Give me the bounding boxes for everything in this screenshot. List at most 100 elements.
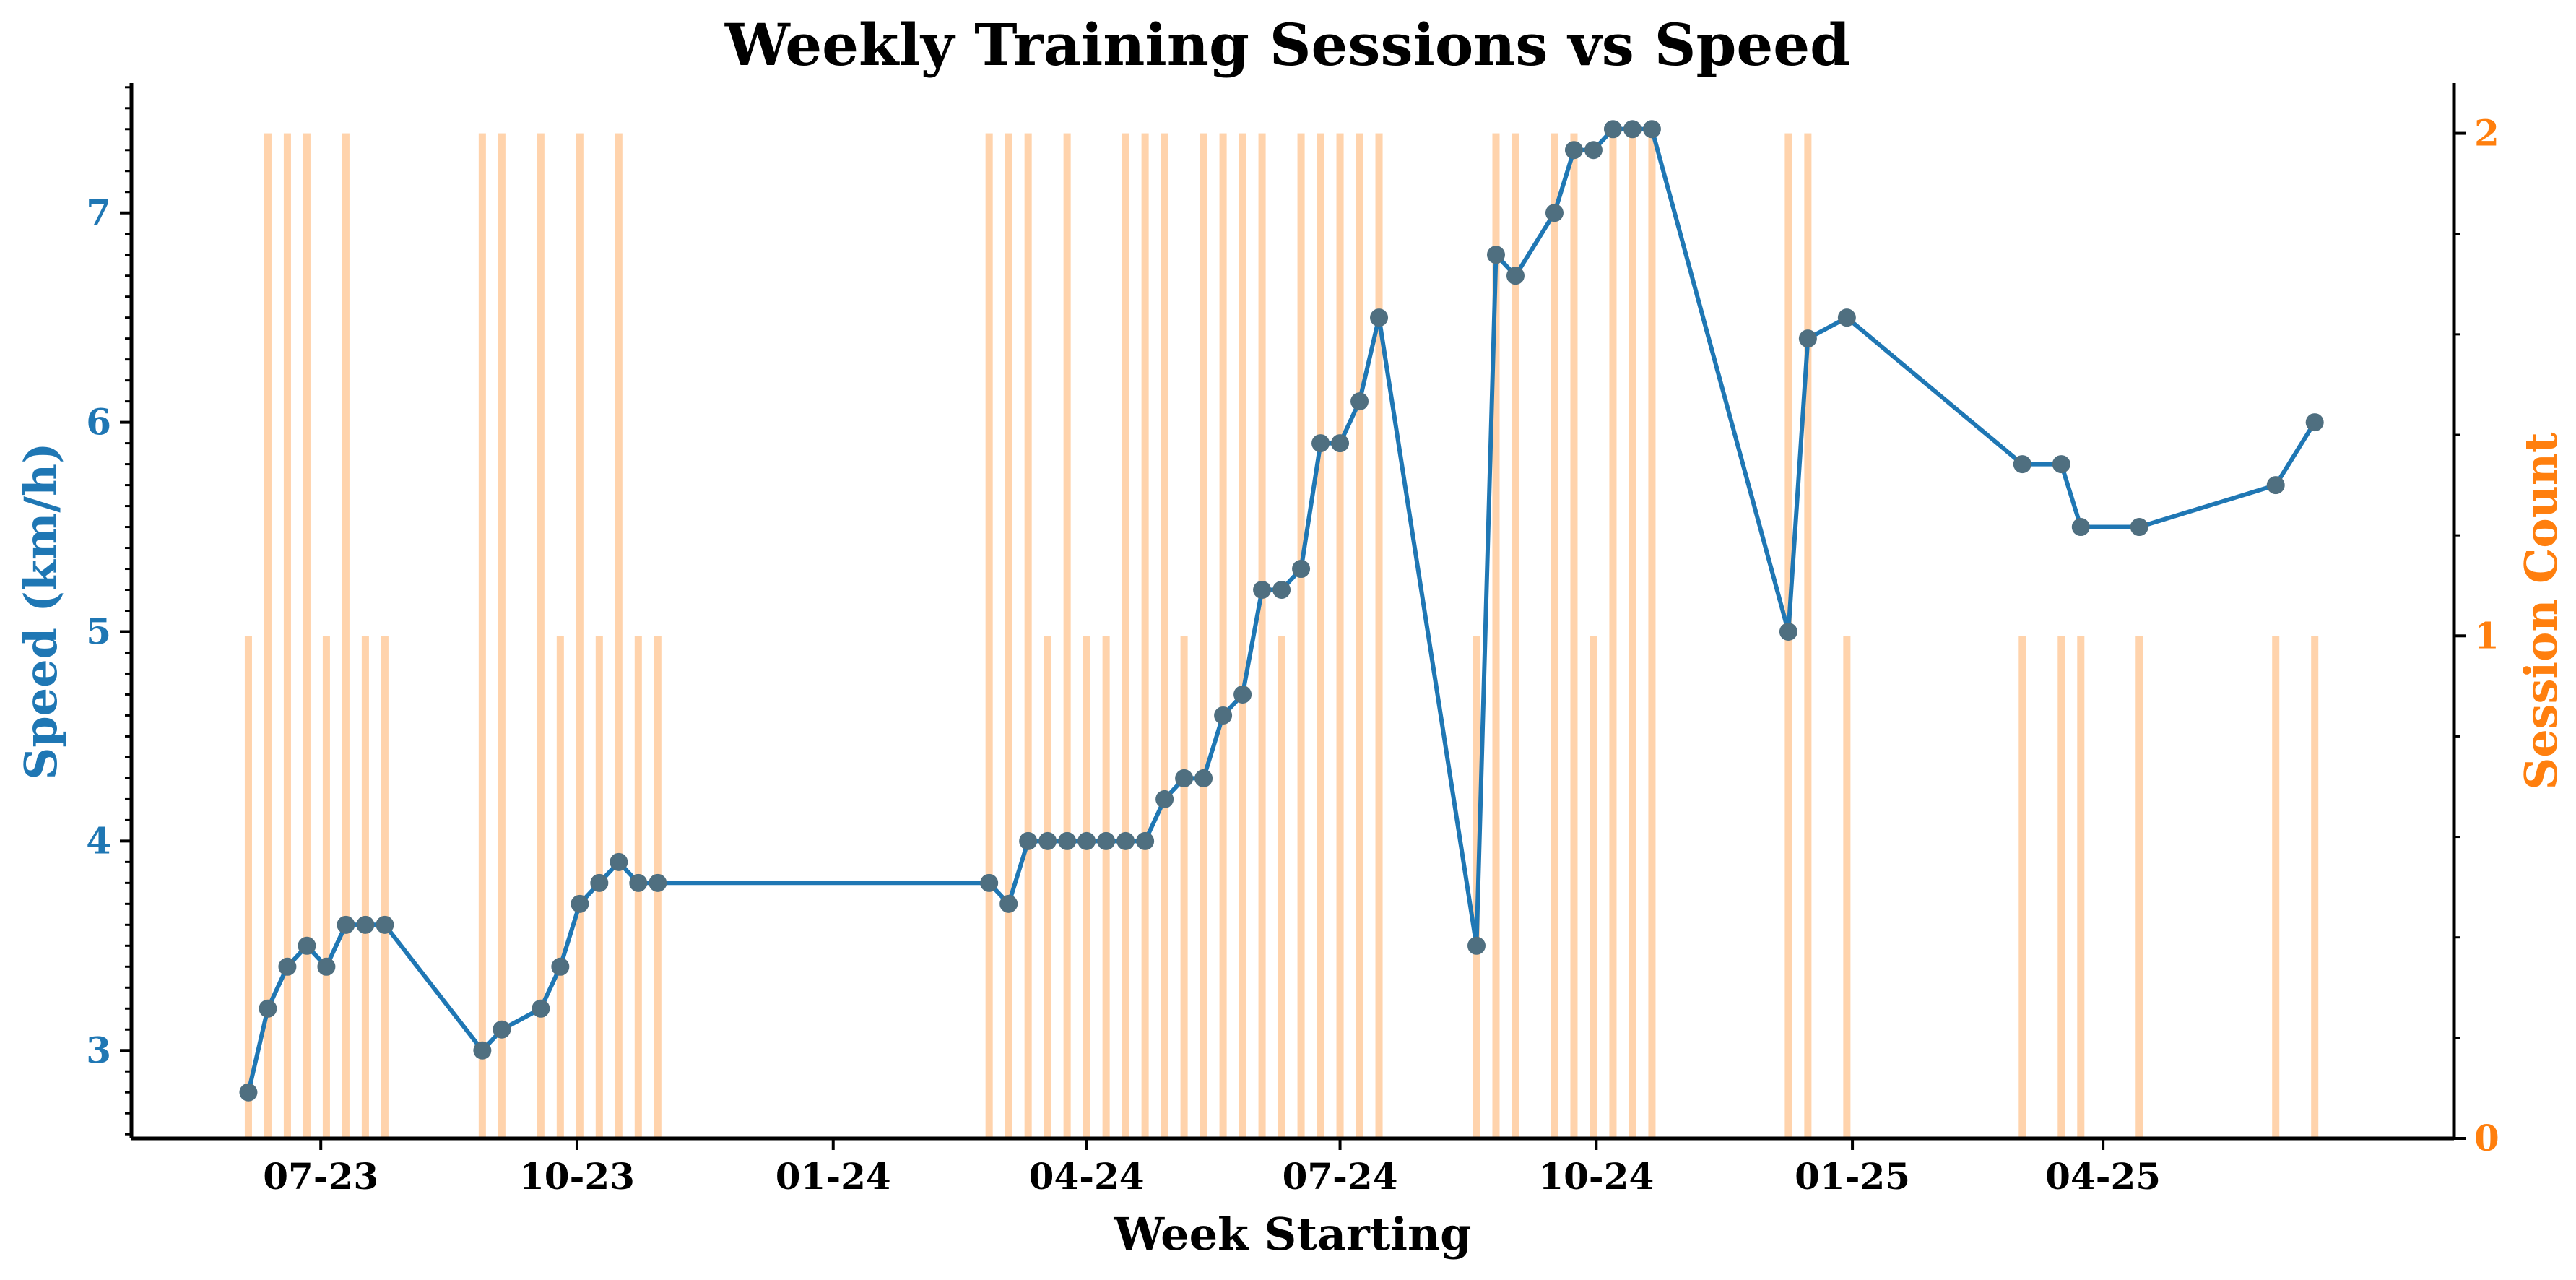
x-tick-label: 01-25 — [1795, 1155, 1910, 1198]
session-bar — [2057, 636, 2065, 1138]
speed-point — [1779, 622, 1797, 641]
speed-point — [376, 915, 394, 934]
speed-point — [610, 852, 628, 871]
session-bar — [537, 133, 545, 1139]
x-tick-label: 04-24 — [1029, 1155, 1145, 1198]
session-bar — [1317, 133, 1324, 1139]
speed-point — [337, 915, 355, 934]
left-tick-label: 6 — [86, 401, 111, 444]
speed-point — [2071, 518, 2090, 537]
session-bar — [1336, 133, 1344, 1139]
speed-point — [571, 894, 589, 913]
session-bar — [1083, 636, 1090, 1138]
speed-point — [1564, 141, 1583, 160]
right-axis-ticks: 0 1 2 — [2454, 112, 2499, 1159]
session-bar — [1024, 133, 1032, 1139]
x-tick-label: 01-24 — [776, 1155, 891, 1198]
speed-point — [1253, 581, 1272, 600]
right-tick-label: 0 — [2474, 1117, 2499, 1159]
left-tick-label: 3 — [86, 1029, 111, 1071]
speed-point — [1642, 120, 1661, 139]
speed-point — [649, 873, 667, 892]
session-bar — [576, 133, 584, 1139]
right-tick-label: 2 — [2474, 112, 2499, 155]
session-bar — [1161, 133, 1168, 1139]
x-axis-ticks: 07-23 10-23 01-24 04-24 07-24 10-24 01-25 04-25 — [263, 1138, 2161, 1198]
speed-point — [493, 1020, 511, 1039]
x-axis-label: Week Starting — [1114, 1208, 1472, 1260]
session-bar — [1648, 133, 1656, 1139]
session-bar — [1570, 133, 1578, 1139]
speed-point — [1350, 392, 1369, 411]
session-bar — [2018, 636, 2026, 1138]
right-tick-label: 1 — [2474, 614, 2499, 657]
speed-point — [1214, 706, 1233, 725]
speed-point — [2052, 455, 2070, 474]
speed-point — [298, 936, 316, 955]
left-tick-label: 7 — [86, 191, 111, 234]
left-tick-label: 4 — [86, 819, 111, 862]
session-bar — [2311, 636, 2319, 1138]
session-bar — [1200, 133, 1207, 1139]
session-bar — [1551, 133, 1558, 1139]
session-bar — [2272, 636, 2280, 1138]
session-bar — [1356, 133, 1363, 1139]
session-bar — [1492, 133, 1500, 1139]
session-bar — [1804, 133, 1812, 1139]
session-bar — [1219, 133, 1227, 1139]
speed-point — [317, 957, 336, 976]
speed-point — [2305, 413, 2324, 432]
session-bar — [1375, 133, 1383, 1139]
session-bar — [985, 133, 993, 1139]
session-bar — [322, 636, 330, 1138]
session-bar — [1609, 133, 1617, 1139]
session-bar — [1843, 636, 1851, 1138]
speed-point — [1097, 831, 1116, 850]
speed-point — [1194, 769, 1213, 787]
speed-point — [356, 915, 375, 934]
right-axis-label: Session Count — [2515, 432, 2567, 790]
speed-point — [532, 999, 550, 1018]
session-bar — [1141, 133, 1149, 1139]
speed-point — [278, 957, 297, 976]
x-tick-label: 07-23 — [263, 1155, 378, 1198]
left-tick-label: 5 — [86, 610, 111, 652]
speed-point — [1038, 831, 1057, 850]
speed-point — [1837, 308, 1856, 327]
x-tick-label: 10-23 — [519, 1155, 635, 1198]
speed-point — [999, 894, 1018, 913]
speed-point — [1058, 831, 1077, 850]
speed-point — [259, 999, 277, 1018]
session-bar — [1122, 133, 1129, 1139]
speed-point — [1077, 831, 1096, 850]
session-bar — [1044, 636, 1051, 1138]
speed-point — [473, 1041, 492, 1060]
session-bar — [1629, 133, 1636, 1139]
speed-point — [239, 1083, 258, 1102]
session-bar — [615, 133, 623, 1139]
speed-point — [1331, 434, 1350, 453]
session-bar — [264, 133, 272, 1139]
session-bar — [2077, 636, 2085, 1138]
session-bar — [478, 133, 486, 1139]
speed-point — [2266, 476, 2285, 495]
speed-point — [1019, 831, 1038, 850]
session-bar — [381, 636, 389, 1138]
speed-point — [1272, 581, 1291, 600]
session-bar — [1102, 636, 1110, 1138]
speed-point — [2013, 455, 2031, 474]
session-bar — [2135, 636, 2143, 1138]
speed-points — [239, 120, 2324, 1102]
speed-point — [2130, 518, 2148, 537]
session-bar — [1590, 636, 1597, 1138]
speed-point — [1370, 308, 1389, 327]
speed-point — [1486, 246, 1505, 264]
left-axis-ticks: 3 4 5 6 7 — [86, 86, 131, 1136]
speed-point — [1467, 936, 1486, 955]
session-bars — [244, 133, 2319, 1139]
session-bar — [498, 133, 506, 1139]
speed-point — [1506, 267, 1525, 285]
session-bar — [1297, 133, 1305, 1139]
session-bar — [361, 636, 369, 1138]
